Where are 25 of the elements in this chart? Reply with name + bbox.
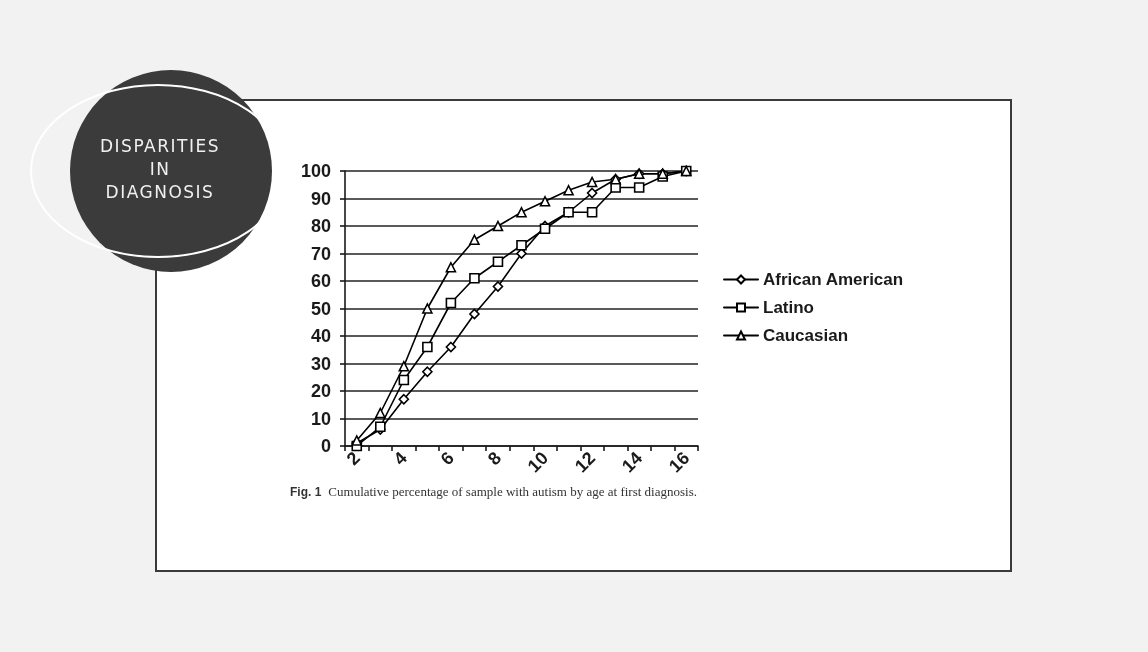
text: Cumulative percentage of sample with autism by age at first diagnosis. [328,484,697,499]
y-tick-label: 80 [310,216,331,236]
y-tick-label: 30 [310,353,331,374]
legend-label: Latino [763,298,814,317]
text: DISPARITIES IN DIAGNOSIS [99,135,221,204]
y-tick-label: 100 [300,161,331,181]
x-tick-label: 8 [483,447,506,470]
x-tick-label: 10 [523,447,553,477]
y-tick-label: 70 [310,243,331,264]
x-tick-label: 14 [617,447,647,477]
x-tick-label: 2 [342,447,364,470]
y-tick-label: 50 [310,298,331,319]
x-tick-label: 4 [389,447,411,470]
legend-label: Caucasian [763,326,849,345]
y-tick-label: 0 [320,436,331,456]
y-tick-label: 40 [310,326,331,346]
y-tick-label: 10 [310,408,331,429]
x-tick-label: 6 [436,447,458,470]
y-tick-label: 60 [310,271,331,291]
x-tick-label: 16 [665,447,694,477]
y-tick-label: 20 [310,381,331,401]
caption: Fig. 1 [290,485,322,499]
y-tick-label: 90 [310,188,331,209]
x-tick-label: 12 [570,447,600,477]
legend-label: African American [763,270,904,289]
